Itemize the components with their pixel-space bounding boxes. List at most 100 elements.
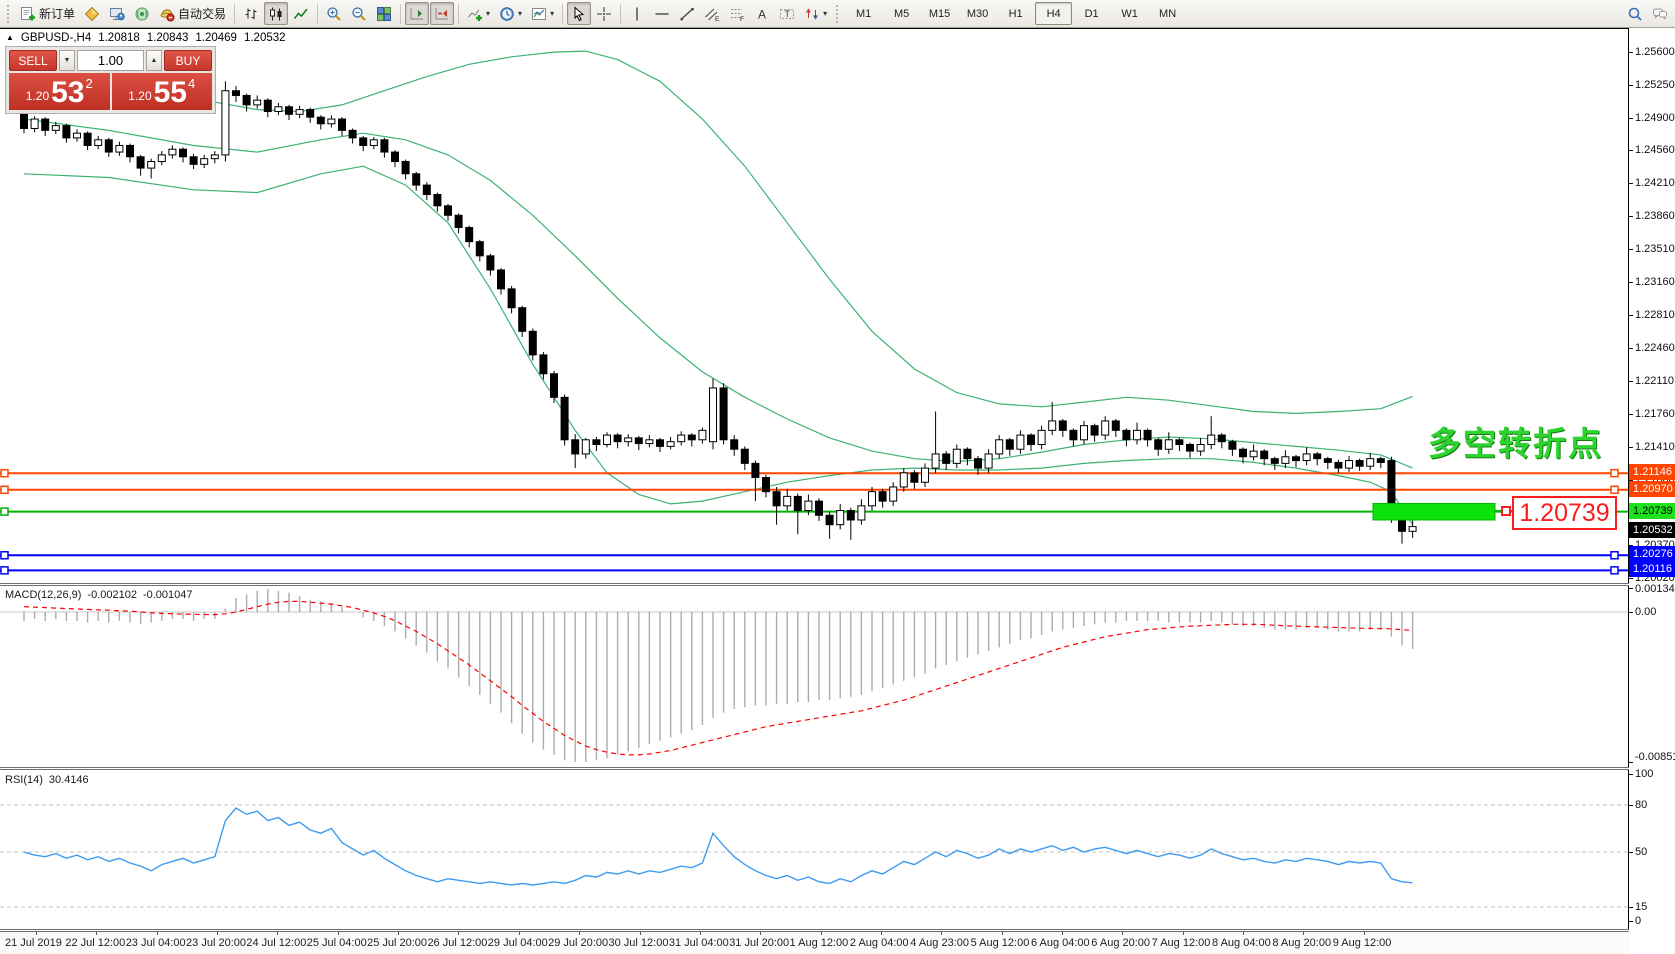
timeframe-d1[interactable]: D1: [1084, 7, 1099, 20]
crosshair-button[interactable]: [592, 2, 616, 25]
timeframe-m30[interactable]: M30: [966, 7, 989, 20]
one-click-trading-panel: SELL ▼ 1.00 ▲ BUY 1.20 53 2 1.20 55 4: [5, 46, 216, 114]
volume-input[interactable]: 1.00: [77, 50, 144, 71]
broadcast-icon: [134, 6, 150, 22]
rsi-indicator-pane[interactable]: [0, 771, 1628, 929]
trendline-tool-button[interactable]: [675, 2, 699, 25]
buy-price-tile[interactable]: 1.20 55 4: [111, 73, 212, 110]
timeframe-m1[interactable]: M1: [855, 7, 872, 20]
pane-splitter[interactable]: [0, 767, 1675, 770]
support-zone-rectangle[interactable]: [1372, 502, 1496, 521]
chat-button[interactable]: [1648, 2, 1672, 25]
timeframe-h4[interactable]: H4: [1035, 2, 1073, 25]
autotrading-button[interactable]: 自动交易: [155, 2, 230, 25]
candle-body: [571, 439, 580, 455]
timeframe-mn[interactable]: MN: [1159, 7, 1177, 20]
callout-anchor[interactable]: [1501, 506, 1511, 516]
price-callout-box[interactable]: 1.20739: [1512, 496, 1617, 530]
time-label: 23 Jul 04:00: [125, 937, 186, 949]
text-label-tool-button[interactable]: T: [775, 2, 799, 25]
candle-body: [1175, 439, 1184, 446]
time-tick: [880, 932, 882, 935]
cursor-button[interactable]: [567, 2, 592, 25]
timeframe-m5[interactable]: M5: [893, 7, 910, 20]
time-tick: [458, 932, 460, 935]
axis-tick: [1629, 118, 1633, 120]
arrows-tool-button[interactable]: ▾: [800, 2, 831, 25]
candlestick-chart-button[interactable]: [264, 2, 289, 25]
line-anchor[interactable]: [1610, 551, 1619, 560]
candle-body: [666, 441, 675, 447]
annotation-text[interactable]: 多空转折点: [1428, 425, 1603, 462]
auto-scroll-button[interactable]: [405, 2, 430, 25]
volume-down-button[interactable]: ▼: [59, 50, 75, 71]
zoom-in-icon: [326, 6, 342, 22]
candle-body: [1111, 420, 1120, 431]
timeframe-h1[interactable]: H1: [1008, 7, 1023, 20]
zoom-in-button[interactable]: [322, 2, 346, 25]
candle-body: [1281, 456, 1290, 464]
candle-body: [656, 439, 664, 447]
axis-tick: [1629, 545, 1633, 547]
metaeditor-button[interactable]: [80, 2, 104, 25]
signals-button[interactable]: [130, 2, 154, 25]
indicators-button[interactable]: ▾: [463, 2, 494, 25]
line-anchor[interactable]: [0, 551, 9, 560]
fibonacci-tool-button[interactable]: F: [725, 2, 749, 25]
macd-main-value: -0.002102: [87, 589, 137, 601]
line-chart-button[interactable]: [289, 2, 313, 25]
candle-body: [984, 453, 993, 469]
buy-button[interactable]: BUY: [164, 50, 212, 71]
search-button[interactable]: [1623, 2, 1647, 25]
sell-button[interactable]: SELL: [9, 50, 57, 71]
candle-body: [327, 118, 336, 125]
strategy-tester-button[interactable]: [105, 2, 129, 25]
toolbar-separator: [317, 3, 319, 24]
text-tool-button[interactable]: A: [750, 2, 774, 25]
zoom-out-button[interactable]: [347, 2, 371, 25]
templates-button[interactable]: ▾: [527, 2, 558, 25]
chart-shift-button[interactable]: [430, 2, 455, 25]
macd-indicator-pane[interactable]: [0, 587, 1628, 767]
candle-body: [1133, 429, 1141, 441]
candle-body: [581, 439, 590, 455]
periods-button[interactable]: ▾: [495, 2, 526, 25]
timeframe-m15[interactable]: M15: [928, 7, 951, 20]
candle-body: [1217, 434, 1226, 443]
candle-body: [232, 90, 240, 96]
volume-up-icon: ▲: [150, 57, 158, 64]
time-label: 1 Aug 12:00: [789, 937, 849, 949]
line-anchor[interactable]: [1610, 566, 1619, 575]
candle-body: [391, 151, 399, 162]
sell-price-tile[interactable]: 1.20 53 2: [9, 73, 110, 110]
sell-price-big: 53: [51, 76, 85, 109]
line-anchor[interactable]: [0, 566, 9, 575]
tile-windows-button[interactable]: [372, 2, 396, 25]
pane-splitter[interactable]: [0, 583, 1675, 586]
collapse-panel-icon[interactable]: ▲: [6, 33, 14, 42]
candle-body: [878, 491, 887, 502]
time-label: 25 Jul 04:00: [306, 937, 367, 949]
vertical-line-tool-button[interactable]: [625, 2, 649, 25]
time-tick: [36, 932, 37, 935]
line-anchor[interactable]: [1610, 468, 1619, 478]
line-anchor[interactable]: [0, 507, 9, 516]
cursor-icon: [571, 5, 587, 22]
time-axis[interactable]: 21 Jul 2019 22 Jul 12:00 23 Jul 04:00 23 Ju…: [0, 932, 1629, 954]
new-order-icon: [20, 6, 36, 22]
time-tick: [820, 932, 822, 935]
channel-tool-button[interactable]: E: [700, 2, 724, 25]
line-anchor[interactable]: [0, 485, 9, 495]
timeframe-w1[interactable]: W1: [1121, 7, 1138, 20]
level-price-label: 1.21146: [1629, 464, 1675, 481]
candle-body: [168, 148, 177, 156]
volume-up-button[interactable]: ▲: [146, 50, 162, 71]
horizontal-line-tool-button[interactable]: [650, 2, 674, 25]
axis-tick: [1629, 578, 1633, 580]
new-order-button[interactable]: 新订单: [16, 2, 79, 25]
bar-chart-button[interactable]: [239, 2, 263, 25]
price-chart[interactable]: [0, 28, 1628, 584]
price-axis[interactable]: 1.25600 1.25250 1.24900 1.24560 1.24210 1.238…: [1629, 28, 1675, 932]
line-anchor[interactable]: [0, 468, 9, 478]
line-anchor[interactable]: [1610, 485, 1619, 495]
